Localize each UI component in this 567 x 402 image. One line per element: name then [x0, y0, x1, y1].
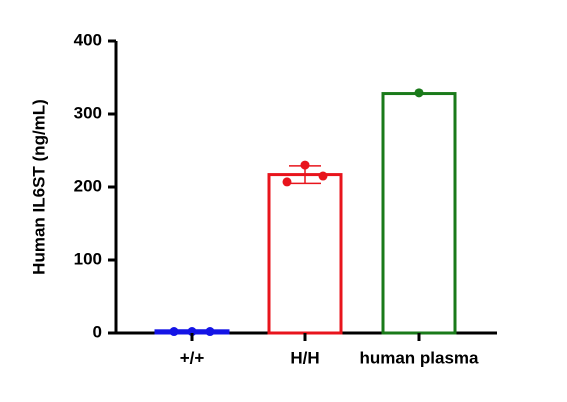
- data-point: [205, 327, 215, 337]
- y-tick-label: 0: [93, 322, 102, 341]
- data-point: [282, 177, 292, 187]
- y-tick-label: 100: [74, 249, 102, 268]
- bar: [381, 92, 457, 335]
- y-tick-label: 200: [74, 176, 102, 195]
- x-tick-label: +/+: [180, 348, 205, 367]
- data-point: [169, 327, 179, 337]
- bar: [267, 173, 343, 335]
- data-point: [187, 327, 197, 337]
- data-point: [318, 171, 328, 181]
- y-tick-label: 300: [74, 103, 102, 122]
- data-point: [414, 88, 424, 98]
- y-axis-label: Human IL6ST (ng/mL): [29, 99, 48, 275]
- x-tick-label: H/H: [290, 348, 319, 367]
- data-point: [300, 160, 310, 170]
- x-tick-label: human plasma: [359, 348, 479, 367]
- y-tick-label: 400: [74, 30, 102, 49]
